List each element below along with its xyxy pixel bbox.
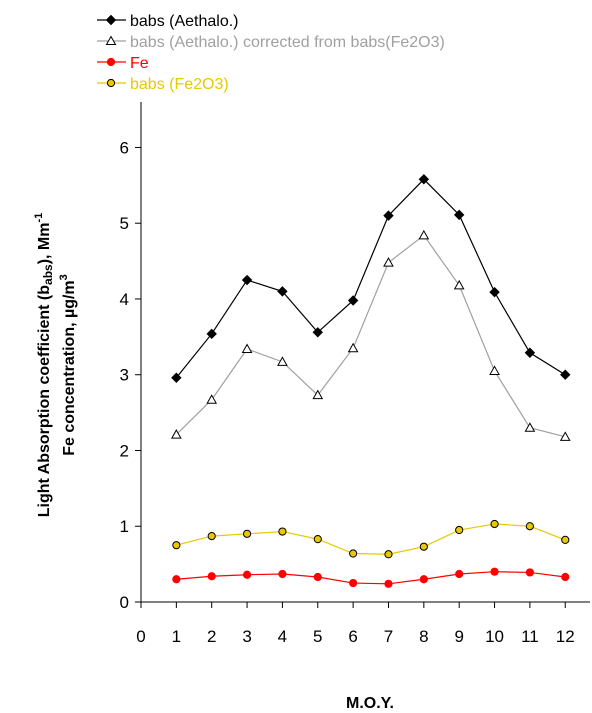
plot-frame — [140, 102, 590, 603]
legend-label: babs (Aethalo.) — [130, 13, 239, 30]
series-line — [175, 234, 566, 438]
data-point — [490, 567, 499, 576]
y-tick-label: 4 — [120, 290, 129, 309]
data-point — [383, 210, 394, 221]
data-point — [313, 535, 322, 544]
data-point — [312, 327, 323, 338]
x-tick-label: 12 — [556, 627, 575, 646]
data-point — [561, 535, 570, 544]
series-line — [176, 523, 566, 555]
x-tick-label: 4 — [278, 627, 287, 646]
data-point — [241, 343, 253, 353]
legend-label: babs (Aethalo.) corrected from babs(Fe2O… — [130, 34, 445, 51]
legend-entry: babs (Aethalo.) — [97, 13, 239, 30]
x-tick-label: 0 — [136, 627, 145, 646]
legend-entry: Fe — [97, 55, 149, 72]
x-tick-label: 9 — [454, 627, 463, 646]
data-point — [489, 365, 500, 375]
data-point — [241, 274, 253, 286]
legend-marker — [106, 78, 116, 88]
data-point — [206, 328, 217, 340]
legend-entry: babs (Aethalo.) corrected from babs(Fe2O… — [97, 34, 445, 51]
x-tick-label: 2 — [207, 627, 216, 646]
data-point — [418, 174, 430, 185]
legend-marker — [106, 57, 116, 67]
data-point — [490, 519, 499, 529]
data-point — [560, 369, 571, 380]
data-point — [453, 279, 465, 290]
legend-label: Fe — [130, 55, 149, 72]
data-point — [455, 525, 464, 535]
data-point — [525, 522, 534, 531]
y-axis-title-line1: Light Absorption coefficient (babs), Mm-… — [33, 213, 55, 518]
data-point — [524, 422, 536, 432]
data-point — [419, 575, 428, 584]
data-point — [349, 549, 358, 558]
series-3 — [172, 567, 570, 588]
data-point — [349, 578, 358, 588]
data-point — [207, 572, 216, 581]
data-point — [278, 569, 287, 579]
data-point — [278, 527, 287, 536]
x-tick-label: 7 — [384, 627, 393, 646]
data-point — [312, 389, 324, 400]
legend-marker — [105, 14, 117, 26]
x-tick-label: 6 — [348, 627, 357, 646]
x-tick-label: 5 — [313, 627, 322, 646]
data-point — [172, 575, 181, 584]
data-point — [418, 229, 430, 240]
x-axis-title: M.O.Y. — [346, 695, 394, 712]
x-tick-label: 8 — [419, 627, 428, 646]
data-point — [242, 529, 252, 538]
series-line — [175, 178, 566, 379]
series-4 — [172, 519, 570, 559]
y-tick-label: 2 — [120, 441, 129, 460]
y-axis-title-line2: Fe concentration, µg/m3 — [58, 274, 78, 456]
data-point — [170, 429, 182, 439]
data-point — [384, 579, 393, 588]
data-point — [525, 568, 534, 577]
data-point — [206, 394, 218, 404]
y-tick-label: 5 — [120, 214, 129, 233]
data-point — [277, 356, 288, 366]
data-point — [489, 286, 500, 298]
x-tick-label: 1 — [172, 627, 181, 646]
data-point — [455, 569, 464, 579]
data-point — [172, 541, 181, 550]
y-axis: 0 1 2 3 4 5 6 — [120, 138, 141, 612]
legend-label: babs (Fe2O3) — [130, 76, 229, 93]
data-point — [383, 257, 394, 267]
y-tick-label: 0 — [120, 593, 129, 612]
series-2 — [170, 229, 571, 441]
data-point — [419, 542, 428, 551]
y-tick-label: 3 — [120, 366, 129, 385]
x-axis: 0 1 2 3 4 5 6 7 8 9 10 11 12 — [136, 602, 575, 646]
data-point — [347, 342, 359, 353]
legend: babs (Aethalo.) babs (Aethalo.) corrected… — [97, 13, 445, 93]
data-point — [313, 572, 322, 582]
series-line — [176, 571, 566, 585]
data-point — [559, 431, 571, 441]
x-tick-label: 11 — [521, 627, 539, 646]
data-point — [242, 570, 252, 579]
series-layer — [170, 174, 571, 588]
legend-marker — [105, 35, 117, 45]
series-1 — [171, 174, 571, 383]
data-point — [171, 372, 182, 383]
x-tick-label: 3 — [242, 627, 251, 646]
data-point — [453, 209, 465, 221]
y-axis-title: Light Absorption coefficient (babs), Mm-… — [33, 213, 78, 518]
data-point — [207, 531, 216, 541]
legend-entry: babs (Fe2O3) — [97, 76, 229, 93]
data-point — [384, 550, 393, 559]
data-point — [347, 295, 359, 306]
data-point — [277, 286, 288, 297]
y-tick-label: 6 — [120, 138, 129, 157]
x-tick-label: 10 — [485, 627, 504, 646]
y-tick-label: 1 — [120, 517, 129, 536]
data-point — [561, 572, 570, 582]
data-point — [524, 347, 536, 358]
